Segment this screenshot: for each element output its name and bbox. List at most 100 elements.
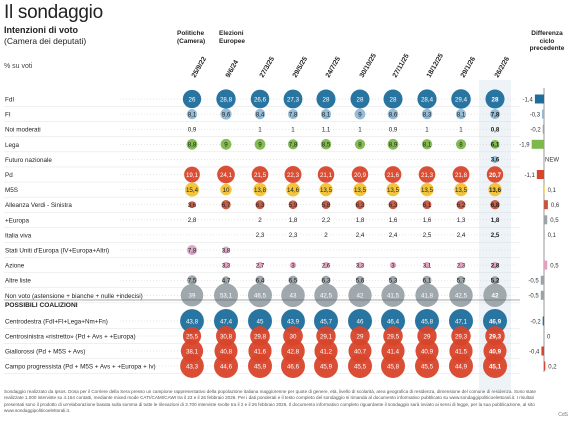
value-bubble: [321, 275, 331, 285]
party-row-label: FI: [5, 112, 11, 119]
value-label: 21,1: [320, 172, 333, 179]
value-bubble: [182, 89, 202, 109]
value-bubble: [217, 165, 235, 184]
value-label: 2,4: [389, 232, 398, 239]
value-bubble: [421, 139, 433, 150]
delta-bar: [536, 170, 544, 179]
value-bubble: [421, 108, 433, 120]
page-title: Il sondaggio: [4, 2, 103, 23]
value-label: 45,1: [489, 363, 502, 370]
value-bubble: [287, 109, 299, 120]
value-bubble: [186, 108, 198, 120]
value-label: 46,4: [387, 318, 400, 325]
value-bubble: [184, 182, 200, 197]
chart-subtitle-detail: (Camera dei deputati): [4, 36, 87, 46]
value-label: 3,3: [356, 262, 365, 269]
delta-bar: [544, 361, 546, 371]
value-label: 3: [291, 262, 295, 269]
value-label: 42: [357, 293, 364, 300]
value-label: 41,4: [387, 348, 400, 355]
value-bubble: [288, 275, 298, 285]
value-label: 13,5: [421, 187, 434, 194]
value-label: 29: [424, 333, 431, 340]
value-label: 13,5: [387, 187, 400, 194]
value-label: 1,8: [491, 217, 500, 224]
column-date-label: 26/2/26: [494, 56, 512, 79]
value-label: 6,1: [423, 278, 432, 285]
value-label: 2,8: [188, 217, 197, 224]
coalition-row-label: Centrodestra (FdI+FI+Lega+Nm+Fn): [5, 319, 108, 326]
value-label: 29,3: [455, 333, 468, 340]
value-label: 3,3: [222, 262, 231, 269]
value-label: 2,5: [423, 232, 432, 239]
value-bubble: [316, 89, 336, 109]
party-row-label: FdI: [5, 97, 14, 104]
value-bubble: [351, 166, 369, 183]
value-label: 1: [291, 127, 295, 134]
value-bubble: [220, 138, 232, 150]
value-label: 9: [224, 142, 228, 149]
value-label: 0,9: [389, 127, 398, 134]
value-label: 42,5: [320, 293, 333, 300]
value-label: 3,1: [423, 262, 432, 269]
value-bubble: [455, 139, 467, 150]
unit-label: % su voti: [4, 63, 33, 70]
value-bubble: [250, 89, 270, 109]
value-label: 8: [459, 142, 463, 149]
value-label: 21,3: [421, 172, 434, 179]
value-label: 1,8: [356, 217, 365, 224]
value-label: 41,5: [387, 293, 400, 300]
delta-bar: [544, 200, 548, 210]
value-label: 42,5: [455, 293, 468, 300]
value-bubble: [281, 309, 305, 333]
value-label: 53,1: [220, 293, 233, 300]
value-bubble: [182, 326, 202, 346]
value-bubble: [356, 261, 364, 269]
value-label: 5,6: [356, 278, 365, 285]
value-bubble: [321, 200, 331, 210]
value-label: 8,1: [188, 111, 197, 118]
value-label: 8,8: [188, 142, 197, 149]
value-label: 5,9: [289, 202, 298, 209]
value-bubble: [187, 275, 197, 286]
value-label: 0,8: [491, 127, 500, 134]
value-label: 30,8: [220, 333, 233, 340]
delta-label: 0,1: [548, 233, 557, 239]
value-label: 21,5: [254, 172, 267, 179]
party-row-label: M5S: [5, 187, 18, 194]
delta-bar: [544, 215, 548, 225]
value-label: 21,8: [455, 172, 468, 179]
value-label: 2: [258, 217, 262, 224]
value-bubble: [422, 200, 432, 210]
value-label: 2: [324, 232, 328, 239]
party-row-label: Alleanza Verdi - Sinistra: [5, 202, 72, 209]
party-row-label: Futuro nazionale: [5, 157, 52, 164]
value-label: 6,7: [222, 202, 231, 209]
value-bubble: [248, 309, 272, 333]
value-label: 28: [390, 96, 397, 103]
value-label: 28: [323, 96, 330, 103]
delta-label: 0,6: [551, 203, 560, 209]
value-bubble: [456, 200, 466, 210]
value-label: 7,8: [289, 111, 298, 118]
value-bubble: [415, 309, 439, 333]
value-bubble: [254, 138, 266, 150]
value-label: 3,6: [188, 202, 197, 209]
value-label: 46,5: [254, 293, 267, 300]
value-label: 45: [257, 318, 264, 325]
value-bubble: [348, 309, 372, 333]
party-row-label: Lega: [5, 142, 20, 149]
value-label: 28,8: [220, 96, 233, 103]
value-bubble: [449, 309, 473, 333]
value-label: 43,3: [186, 363, 199, 370]
value-bubble: [251, 166, 269, 183]
value-bubble: [214, 309, 238, 333]
value-label: 45,8: [421, 318, 434, 325]
value-label: 1,1: [322, 127, 331, 134]
value-label: 6,3: [256, 202, 265, 209]
value-label: 26: [189, 96, 196, 103]
value-label: 47,4: [220, 318, 233, 325]
value-bubble: [222, 261, 230, 269]
value-label: 13,5: [455, 187, 468, 194]
value-label: 28: [492, 96, 499, 103]
